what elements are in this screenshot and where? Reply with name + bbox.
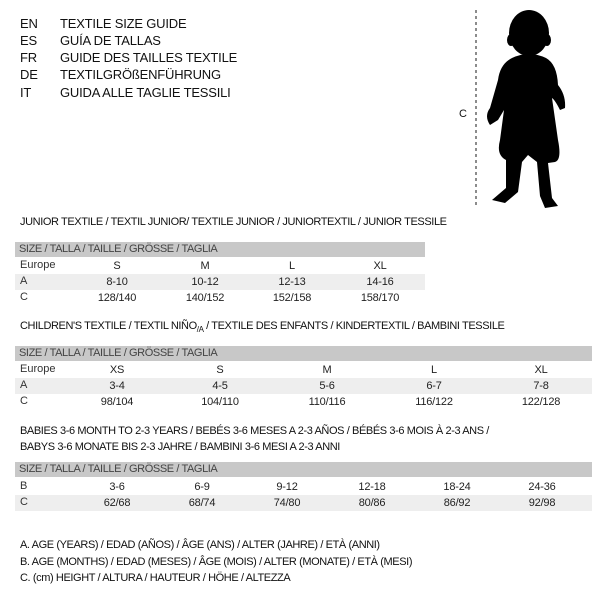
baby-silhouette-icon xyxy=(475,10,566,208)
lang-code-fr: FR xyxy=(20,50,37,65)
table-row: C 128/140 140/152 152/158 158/170 xyxy=(15,290,425,306)
row-label: Europe xyxy=(20,259,56,271)
table-cell: XL xyxy=(373,260,387,272)
table-cell: XL xyxy=(534,364,548,376)
table-cell: 5-6 xyxy=(319,380,335,392)
junior-heading: JUNIOR TEXTILE / TEXTIL JUNIOR/ TEXTILE … xyxy=(20,216,447,228)
table-cell: 8-10 xyxy=(106,276,128,288)
row-label: C xyxy=(20,395,28,407)
table-cell: 18-24 xyxy=(443,481,471,493)
table-cell: 140/152 xyxy=(185,292,225,304)
table-cell: 4-5 xyxy=(212,380,228,392)
table-cell: 24-36 xyxy=(528,481,556,493)
table-cell: 3-4 xyxy=(109,380,125,392)
lang-code-en: EN xyxy=(20,16,38,31)
children-heading-sub: /A xyxy=(196,325,204,335)
row-label: C xyxy=(20,496,28,508)
table-cell: 104/110 xyxy=(201,396,239,408)
table-cell: M xyxy=(200,260,210,272)
size-header-label: SIZE / TALLA / TAILLE / GRÖSSE / TAGLIA xyxy=(19,347,218,359)
table-cell: S xyxy=(216,364,224,376)
table-row: A 8-10 10-12 12-13 14-16 xyxy=(15,274,425,290)
table-cell: 3-6 xyxy=(109,481,125,493)
title-en: TEXTILE SIZE GUIDE xyxy=(60,16,187,31)
table-cell: 6-7 xyxy=(426,380,442,392)
table-cell: 10-12 xyxy=(191,276,219,288)
row-label: B xyxy=(20,480,28,492)
title-de: TEXTILGRÖßENFÜHRUNG xyxy=(60,67,221,82)
children-heading: CHILDREN'S TEXTILE / TEXTIL NIÑO/A / TEX… xyxy=(20,320,505,334)
junior-size-header: SIZE / TALLA / TAILLE / GRÖSSE / TAGLIA xyxy=(15,242,425,257)
table-row: Europe XS S M L XL xyxy=(15,362,592,378)
table-row: Europe S M L XL xyxy=(15,258,425,274)
table-cell: 80/86 xyxy=(358,497,386,509)
children-heading-main: CHILDREN'S TEXTILE / TEXTIL NIÑO xyxy=(20,320,197,332)
title-es: GUÍA DE TALLAS xyxy=(60,33,161,48)
babies-heading-line2: BABYS 3-6 MONATE BIS 2-3 JAHRE / BAMBINI… xyxy=(20,441,340,453)
height-label: C xyxy=(459,108,467,120)
table-cell: 12-13 xyxy=(278,276,306,288)
children-heading-rest: / TEXTILE DES ENFANTS / KINDERTEXTIL / B… xyxy=(203,320,505,332)
children-size-header: SIZE / TALLA / TAILLE / GRÖSSE / TAGLIA xyxy=(15,346,592,361)
table-cell: L xyxy=(289,260,295,272)
babies-heading-line1: BABIES 3-6 MONTH TO 2-3 YEARS / BEBÉS 3-… xyxy=(20,425,489,437)
table-cell: 74/80 xyxy=(273,497,301,509)
table-cell: 158/170 xyxy=(360,292,400,304)
table-cell: 14-16 xyxy=(366,276,394,288)
table-cell: S xyxy=(113,260,121,272)
row-label: A xyxy=(20,379,28,391)
table-row: B 3-6 6-9 9-12 12-18 18-24 24-36 xyxy=(15,479,592,495)
table-cell: XS xyxy=(109,364,125,376)
title-fr: GUIDE DES TAILLES TEXTILE xyxy=(60,50,238,65)
table-row: C 98/104 104/110 110/116 116/122 122/128 xyxy=(15,394,592,410)
baby-silhouette xyxy=(487,10,566,208)
lang-code-it: IT xyxy=(20,85,32,100)
lang-code-es: ES xyxy=(20,33,37,48)
table-cell: 122/128 xyxy=(521,396,561,408)
table-row: C 62/68 68/74 74/80 80/86 86/92 92/98 xyxy=(15,495,592,511)
table-cell: 62/68 xyxy=(103,497,131,509)
table-cell: 86/92 xyxy=(443,497,471,509)
table-cell: 9-12 xyxy=(276,481,298,493)
note-c: C. (cm) HEIGHT / ALTURA / HAUTEUR / HÖHE… xyxy=(20,572,291,584)
table-cell: 98/104 xyxy=(100,396,134,408)
table-cell: 12-18 xyxy=(358,481,386,493)
row-label: Europe xyxy=(20,363,56,375)
table-cell: 152/158 xyxy=(272,292,312,304)
size-header-label: SIZE / TALLA / TAILLE / GRÖSSE / TAGLIA xyxy=(19,463,218,475)
size-header-label: SIZE / TALLA / TAILLE / GRÖSSE / TAGLIA xyxy=(19,243,218,255)
table-cell: 7-8 xyxy=(533,380,549,392)
row-label: A xyxy=(20,275,28,287)
table-cell: 110/116 xyxy=(308,396,346,408)
table-cell: 116/122 xyxy=(415,396,453,408)
note-b: B. AGE (MONTHS) / EDAD (MESES) / ÂGE (MO… xyxy=(20,556,413,568)
lang-code-de: DE xyxy=(20,67,38,82)
note-a: A. AGE (YEARS) / EDAD (AÑOS) / ÂGE (ANS)… xyxy=(20,539,380,551)
table-cell: 128/140 xyxy=(97,292,137,304)
table-cell: L xyxy=(431,364,437,376)
table-cell: M xyxy=(322,364,332,376)
title-it: GUIDA ALLE TAGLIE TESSILI xyxy=(60,85,231,100)
babies-size-header: SIZE / TALLA / TAILLE / GRÖSSE / TAGLIA xyxy=(15,462,592,477)
row-label: C xyxy=(20,291,28,303)
table-cell: 68/74 xyxy=(188,497,216,509)
table-cell: 92/98 xyxy=(528,497,556,509)
table-cell: 6-9 xyxy=(194,481,210,493)
table-row: A 3-4 4-5 5-6 6-7 7-8 xyxy=(15,378,592,394)
